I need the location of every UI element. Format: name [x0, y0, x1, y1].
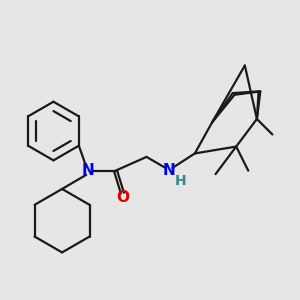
Text: O: O: [116, 190, 129, 205]
Text: H: H: [175, 174, 187, 188]
Text: N: N: [82, 163, 94, 178]
Text: N: N: [163, 163, 175, 178]
